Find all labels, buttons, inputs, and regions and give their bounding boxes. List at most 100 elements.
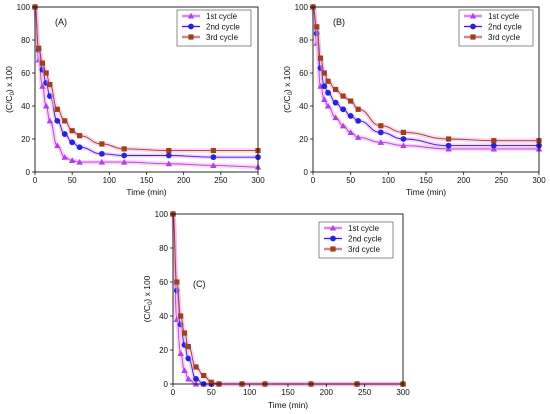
- data-point: [332, 114, 339, 121]
- data-point: [339, 122, 347, 129]
- data-point: [61, 153, 68, 160]
- y-tick-label: 60: [21, 69, 30, 78]
- y-tick-label: 20: [21, 135, 30, 144]
- x-tick-label: 300: [396, 388, 410, 397]
- x-axis-label: Time (min): [406, 187, 446, 197]
- legend-entry: 1st cycle: [206, 12, 238, 21]
- data-point: [210, 162, 217, 168]
- x-tick-label: 0: [311, 176, 316, 185]
- x-tick-label: 0: [33, 176, 38, 185]
- data-point: [39, 60, 46, 66]
- panel-label: (B): [333, 17, 345, 27]
- chart-panel-3: 0 50 100 150 200 250 300 0 20 40 60 80 100 Time (min)…: [142, 210, 410, 410]
- data-point: [99, 141, 105, 147]
- x-tick-label: 200: [320, 388, 334, 397]
- data-point: [321, 96, 328, 102]
- data-point: [347, 113, 354, 119]
- chart-panel-1: 0 50 100 150 200 250 300 0 20 40 60 80 100 Time (min)…: [4, 3, 265, 197]
- data-point: [347, 129, 354, 135]
- panel-label: (A): [55, 17, 67, 27]
- data-point: [355, 134, 362, 140]
- data-point: [332, 99, 339, 106]
- data-point: [47, 81, 53, 88]
- data-point: [43, 70, 49, 76]
- data-point: [400, 129, 406, 135]
- data-point: [491, 138, 497, 144]
- x-tick-label: 300: [532, 176, 546, 185]
- legend-marker: [470, 23, 476, 30]
- data-point: [201, 372, 207, 379]
- y-axis-label: (C/C0) x 100: [282, 66, 294, 113]
- data-point: [210, 154, 217, 161]
- data-point: [400, 142, 407, 149]
- y-tick-label: 40: [159, 312, 168, 321]
- y-tick-label: 80: [299, 36, 308, 45]
- data-point: [185, 344, 191, 350]
- legend-entry: 1st cycle: [348, 224, 380, 233]
- data-point: [400, 136, 407, 142]
- y-tick-label: 80: [159, 244, 168, 253]
- y-tick-label: 80: [21, 36, 30, 45]
- data-point: [348, 98, 354, 104]
- legend-entry: 3rd cycle: [206, 33, 239, 42]
- data-point: [76, 144, 83, 151]
- data-point: [46, 117, 54, 124]
- data-point: [325, 89, 331, 96]
- y-tick-label: 100: [155, 210, 169, 219]
- x-tick-label: 150: [140, 176, 154, 185]
- data-point: [77, 133, 83, 139]
- data-point: [54, 142, 61, 149]
- legend-entry: 2nd cycle: [488, 23, 522, 32]
- x-tick-label: 250: [358, 388, 372, 397]
- y-tick-label: 0: [304, 168, 309, 177]
- data-point: [165, 152, 172, 159]
- x-tick-label: 250: [214, 176, 228, 185]
- data-point: [54, 106, 60, 112]
- y-tick-label: 0: [26, 168, 31, 177]
- data-point: [324, 102, 332, 109]
- data-point: [208, 379, 214, 385]
- data-point: [76, 158, 83, 165]
- data-point: [61, 131, 68, 137]
- data-point: [445, 145, 452, 152]
- x-tick-label: 200: [177, 176, 191, 185]
- x-tick-label: 100: [382, 176, 396, 185]
- data-point: [445, 142, 452, 149]
- data-point: [121, 158, 128, 165]
- legend-marker: [330, 246, 336, 252]
- legend-marker: [329, 224, 337, 231]
- data-point: [181, 330, 188, 336]
- data-point: [185, 375, 192, 382]
- y-tick-label: 100: [17, 3, 31, 12]
- y-tick-label: 20: [159, 346, 168, 355]
- data-point: [178, 313, 184, 319]
- data-point: [166, 147, 172, 154]
- y-tick-label: 40: [21, 102, 30, 111]
- y-tick-label: 100: [295, 3, 309, 12]
- y-tick-label: 40: [299, 102, 308, 111]
- data-point: [181, 367, 188, 373]
- x-tick-label: 300: [251, 176, 265, 185]
- legend-entry: 3rd cycle: [348, 245, 381, 254]
- data-point: [210, 147, 216, 154]
- y-tick-label: 0: [164, 380, 169, 389]
- data-point: [490, 145, 497, 152]
- data-point: [165, 160, 172, 167]
- y-tick-label: 60: [159, 278, 168, 287]
- data-point: [193, 364, 199, 370]
- data-point: [325, 78, 331, 84]
- data-point: [39, 83, 46, 89]
- legend-marker: [469, 12, 477, 19]
- data-point: [68, 157, 76, 164]
- legend-marker: [187, 12, 195, 19]
- data-point: [340, 106, 347, 113]
- data-point: [340, 93, 346, 99]
- y-axis-label: (C/C0) x 100: [142, 275, 154, 322]
- legend-marker: [188, 23, 194, 30]
- data-point: [378, 123, 384, 129]
- y-tick-label: 20: [299, 135, 308, 144]
- data-point: [69, 139, 76, 146]
- x-tick-label: 50: [346, 176, 355, 185]
